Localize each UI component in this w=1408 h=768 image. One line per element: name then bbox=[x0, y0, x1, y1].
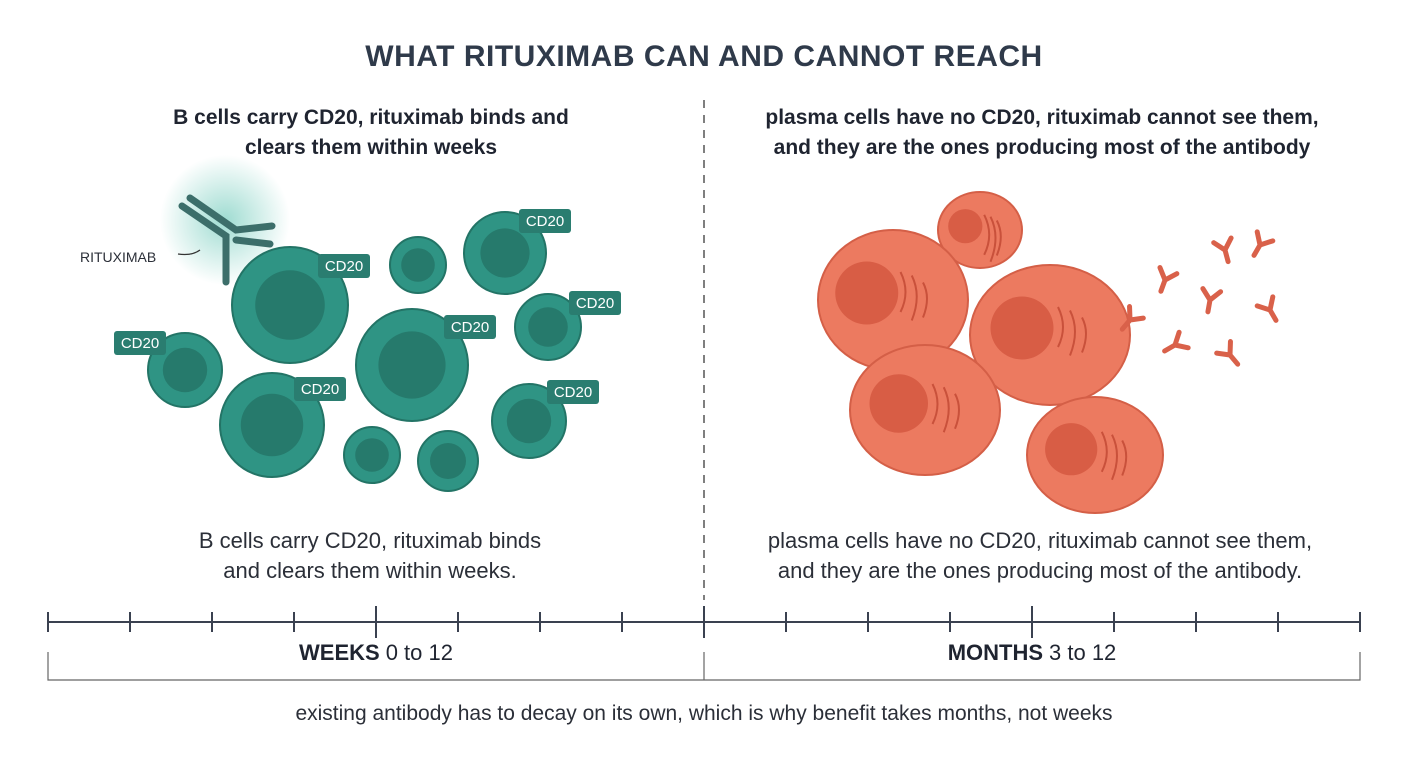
nucleus bbox=[1045, 423, 1098, 476]
antibody bbox=[1162, 329, 1191, 354]
right-period: MONTHS 3 to 12 bbox=[948, 640, 1117, 665]
cd20-label: CD20 bbox=[576, 295, 614, 312]
antibody bbox=[1214, 339, 1241, 367]
period-unit: WEEKS bbox=[299, 640, 380, 665]
nucleus bbox=[506, 398, 552, 444]
nucleus bbox=[480, 228, 530, 278]
cd20-label: CD20 bbox=[526, 213, 564, 230]
nucleus bbox=[378, 331, 446, 399]
nucleus bbox=[355, 438, 389, 472]
arrow bbox=[177, 249, 201, 256]
footer: existing antibody has to decay on its ow… bbox=[295, 702, 1112, 725]
nucleus bbox=[255, 270, 325, 340]
er bbox=[1100, 431, 1128, 481]
right-heading: plasma cells have no CD20, rituximab can… bbox=[765, 106, 1318, 129]
nucleus bbox=[528, 307, 568, 347]
cd20-tag bbox=[547, 380, 599, 404]
nucleus bbox=[835, 261, 899, 325]
antibody bbox=[1254, 294, 1279, 323]
cd20-label: CD20 bbox=[554, 384, 592, 401]
antibody bbox=[1251, 229, 1276, 258]
cd20-tag bbox=[519, 209, 571, 233]
cd20-tag bbox=[114, 331, 166, 355]
period-range: 0 to 12 bbox=[386, 640, 453, 665]
cell-art: RITUXIMAB CD20 CD20 CD20 CD20 CD20 CD20 CD20 bbox=[80, 155, 1279, 514]
left-heading: clears them within weeks bbox=[245, 136, 497, 159]
nucleus bbox=[401, 248, 435, 282]
period-unit: MONTHS bbox=[948, 640, 1043, 665]
cd20-label: CD20 bbox=[121, 335, 159, 352]
cd20-label: CD20 bbox=[301, 381, 339, 398]
antibody bbox=[1200, 286, 1224, 315]
cd20-label: CD20 bbox=[325, 258, 363, 275]
antibody-label: RITUXIMAB bbox=[80, 249, 156, 265]
nucleus bbox=[240, 393, 304, 457]
er bbox=[983, 214, 1002, 263]
left-heading: B cells carry CD20, rituximab binds and bbox=[173, 106, 569, 129]
period-range: 3 to 12 bbox=[1049, 640, 1116, 665]
left-period: WEEKS 0 to 12 bbox=[299, 640, 453, 665]
left-caption: B cells carry CD20, rituximab binds bbox=[199, 528, 541, 553]
cd20-tag bbox=[444, 315, 496, 339]
cd20-tag bbox=[569, 291, 621, 315]
cd20-tag bbox=[318, 254, 370, 278]
er bbox=[931, 383, 960, 433]
nucleus bbox=[430, 443, 466, 479]
cd20-label: CD20 bbox=[451, 319, 489, 336]
er bbox=[1057, 306, 1087, 356]
antibody bbox=[1157, 265, 1180, 294]
er bbox=[899, 271, 928, 321]
timeline bbox=[47, 606, 1361, 681]
antibody bbox=[1211, 235, 1234, 265]
nucleus bbox=[869, 374, 928, 433]
right-caption: and they are the ones producing most of … bbox=[778, 558, 1302, 583]
left-caption: and clears them within weeks. bbox=[223, 558, 516, 583]
right-heading: and they are the ones producing most of … bbox=[774, 136, 1311, 159]
nucleus bbox=[162, 347, 208, 393]
title: WHAT RITUXIMAB CAN AND CANNOT REACH bbox=[365, 40, 1042, 73]
right-caption: plasma cells have no CD20, rituximab can… bbox=[768, 528, 1312, 553]
bracket bbox=[47, 652, 1361, 681]
antibody bbox=[178, 194, 276, 286]
cd20-tag bbox=[294, 377, 346, 401]
nucleus bbox=[990, 296, 1054, 360]
nucleus bbox=[948, 209, 983, 244]
antibody bbox=[1119, 304, 1146, 332]
